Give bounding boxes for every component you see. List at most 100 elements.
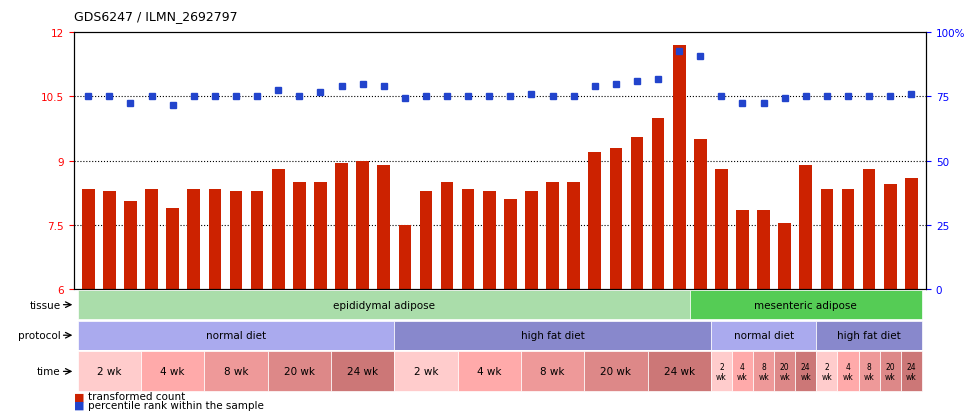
Bar [820,189,833,290]
Bar [124,202,137,290]
Bar [229,191,242,290]
Bar [673,46,686,290]
Bar [736,211,749,290]
Bar [858,351,880,392]
Text: normal diet: normal diet [206,330,266,340]
Bar [732,351,753,392]
Bar [710,321,816,350]
Bar [209,189,221,290]
Bar [838,351,858,392]
Bar [77,290,690,320]
Bar [331,351,394,392]
Bar [816,351,838,392]
Text: 8 wk: 8 wk [540,366,564,377]
Bar [905,178,917,290]
Text: ■: ■ [74,392,84,401]
Text: normal diet: normal diet [734,330,794,340]
Bar [884,185,897,290]
Bar [816,321,922,350]
Bar [690,290,922,320]
Bar [710,351,732,392]
Bar [842,189,855,290]
Bar [462,189,474,290]
Text: 4
wk: 4 wk [843,362,854,381]
Bar [652,119,664,290]
Text: 4 wk: 4 wk [477,366,502,377]
Text: mesenteric adipose: mesenteric adipose [755,300,858,310]
Text: 20 wk: 20 wk [284,366,315,377]
Bar [377,166,390,290]
Bar [800,166,812,290]
Bar [795,351,816,392]
Bar [525,191,538,290]
Bar [293,183,306,290]
Bar [205,351,268,392]
Bar [753,351,774,392]
Text: 4
wk: 4 wk [737,362,748,381]
Bar [483,191,496,290]
Bar [103,191,116,290]
Text: percentile rank within the sample: percentile rank within the sample [88,400,264,410]
Bar [441,183,454,290]
Bar [145,189,158,290]
Bar [187,189,200,290]
Bar [521,351,584,392]
Text: 4 wk: 4 wk [161,366,185,377]
Bar [901,351,922,392]
Bar [314,183,326,290]
Text: 20
wk: 20 wk [885,362,896,381]
Bar [141,351,205,392]
Text: 2
wk: 2 wk [716,362,727,381]
Bar [335,164,348,290]
Text: 2 wk: 2 wk [97,366,122,377]
Text: transformed count: transformed count [88,392,185,401]
Bar [778,223,791,290]
Bar [567,183,580,290]
Text: GDS6247 / ILMN_2692797: GDS6247 / ILMN_2692797 [74,10,237,23]
Bar [504,200,516,290]
Bar [394,351,458,392]
Bar [631,138,643,290]
Text: high fat diet: high fat diet [520,330,584,340]
Bar [357,161,368,290]
Bar [648,351,710,392]
Bar [419,191,432,290]
Text: 8 wk: 8 wk [223,366,248,377]
Bar [167,209,179,290]
Bar [862,170,875,290]
Bar [77,351,141,392]
Bar [271,170,284,290]
Text: 8
wk: 8 wk [759,362,769,381]
Text: time: time [37,366,61,377]
Bar [610,149,622,290]
Bar [394,321,710,350]
Text: tissue: tissue [29,300,61,310]
Bar [399,225,412,290]
Text: 2 wk: 2 wk [414,366,438,377]
Text: protocol: protocol [18,330,61,340]
Text: 24
wk: 24 wk [801,362,811,381]
Text: 8
wk: 8 wk [863,362,874,381]
Text: ■: ■ [74,400,84,410]
Text: 24
wk: 24 wk [906,362,916,381]
Text: high fat diet: high fat diet [837,330,901,340]
Bar [584,351,648,392]
Bar [77,321,394,350]
Bar [880,351,901,392]
Text: epididymal adipose: epididymal adipose [333,300,435,310]
Bar [251,191,264,290]
Text: 2
wk: 2 wk [821,362,832,381]
Bar [268,351,331,392]
Text: 20 wk: 20 wk [601,366,631,377]
Bar [758,211,770,290]
Bar [546,183,559,290]
Bar [774,351,795,392]
Bar [82,189,95,290]
Bar [458,351,521,392]
Bar [694,140,707,290]
Bar [588,153,601,290]
Text: 20
wk: 20 wk [779,362,790,381]
Text: 24 wk: 24 wk [663,366,695,377]
Text: 24 wk: 24 wk [347,366,378,377]
Bar [715,170,728,290]
